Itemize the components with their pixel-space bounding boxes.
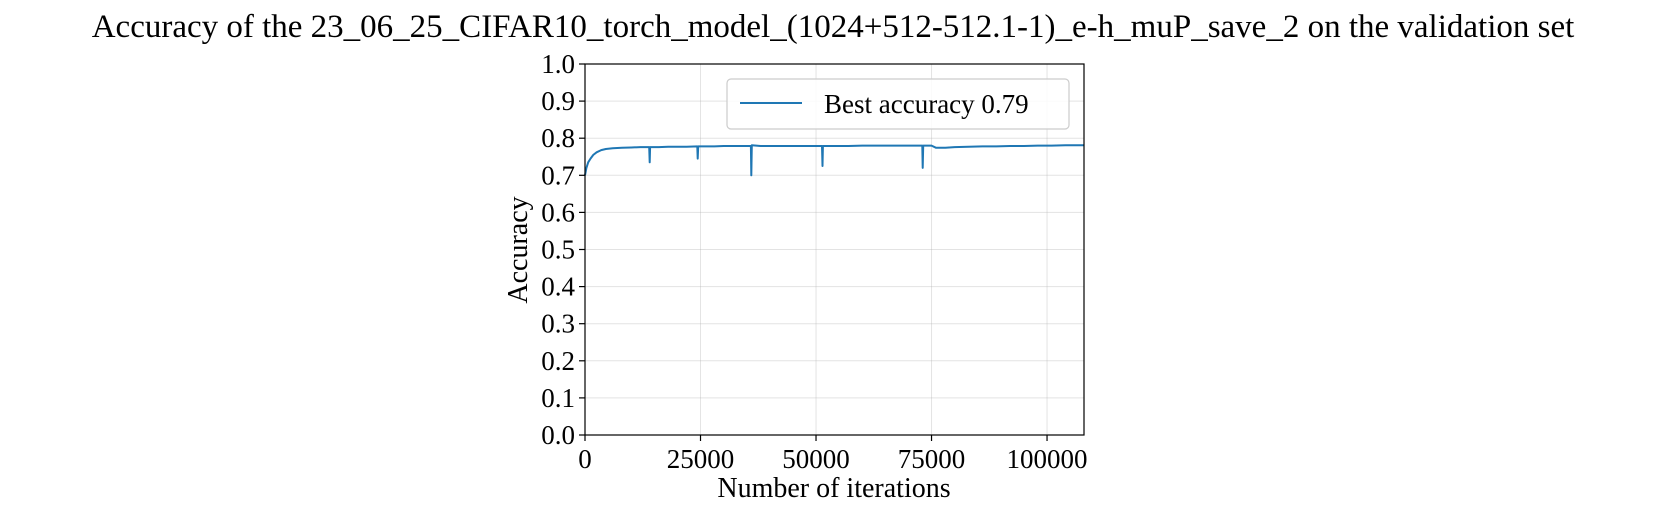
y-tick-label: 0.3 xyxy=(541,309,575,339)
y-tick-label: 0.7 xyxy=(541,160,575,190)
y-tick-label: 1.0 xyxy=(541,49,575,79)
x-tick-label: 0 xyxy=(578,444,592,474)
legend-entry: Best accuracy 0.79 xyxy=(824,89,1029,119)
x-tick-label: 50000 xyxy=(782,444,850,474)
y-tick-label: 0.0 xyxy=(541,420,575,450)
x-axis: 0 25000 50000 75000 100000 xyxy=(578,435,1088,474)
y-tick-label: 0.6 xyxy=(541,197,575,227)
chart-title: Accuracy of the 23_06_25_CIFAR10_torch_m… xyxy=(92,9,1575,45)
y-axis-label: Accuracy xyxy=(503,196,534,303)
y-tick-label: 0.1 xyxy=(541,383,575,413)
x-axis-label: Number of iterations xyxy=(717,473,950,504)
x-tick-label: 100000 xyxy=(1007,444,1088,474)
y-tick-label: 0.2 xyxy=(541,346,575,376)
legend: Best accuracy 0.79 xyxy=(726,78,1070,130)
series-line-best-accuracy xyxy=(584,144,1084,177)
y-tick-label: 0.5 xyxy=(541,235,575,265)
legend-box xyxy=(726,78,1070,130)
series-layer xyxy=(584,144,1084,177)
y-axis: 0.0 0.1 0.2 0.3 0.4 0.5 0.6 0.7 0.8 0.9 1.0 xyxy=(541,49,585,450)
x-tick-label: 25000 xyxy=(667,444,735,474)
y-tick-label: 0.8 xyxy=(541,123,575,153)
y-tick-label: 0.9 xyxy=(541,86,575,116)
x-tick-label: 75000 xyxy=(898,444,966,474)
y-tick-label: 0.4 xyxy=(541,272,575,302)
